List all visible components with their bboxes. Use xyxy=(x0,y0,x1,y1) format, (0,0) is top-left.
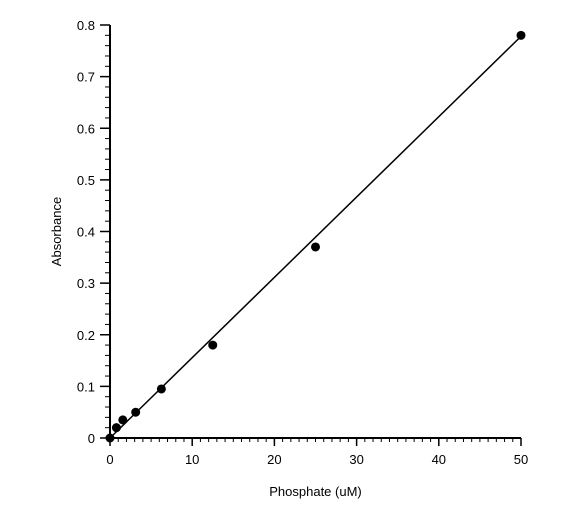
y-tick-label: 0.4 xyxy=(77,225,95,240)
x-tick-label: 40 xyxy=(432,452,446,467)
data-point xyxy=(105,433,115,443)
data-point xyxy=(311,242,320,252)
y-tick-label: 0 xyxy=(88,431,95,446)
data-point xyxy=(118,415,128,425)
fit-line xyxy=(109,35,522,439)
tick-labels: 0 10 20 30 40 50 0 0.1 0.2 0.3 0.4 0.5 0.6 0.7 0.8 xyxy=(77,18,528,467)
y-tick-label: 0.6 xyxy=(77,121,95,136)
data-point xyxy=(208,340,218,350)
x-tick-label: 30 xyxy=(349,452,363,467)
x-axis-title: Phosphate (uM) xyxy=(269,484,362,499)
axes xyxy=(109,25,521,439)
fit-line-group xyxy=(109,35,522,439)
data-point xyxy=(111,423,121,433)
y-tick-label: 0.7 xyxy=(77,70,95,85)
y-tick-label: 0.1 xyxy=(77,379,95,394)
y-tick-label: 0.2 xyxy=(77,328,95,343)
data-point xyxy=(131,407,141,417)
minor-ticks xyxy=(105,24,522,442)
x-tick-label: 10 xyxy=(185,452,199,467)
y-tick-label: 0.8 xyxy=(77,18,95,33)
x-tick-label: 0 xyxy=(106,452,113,467)
y-tick-label: 0.3 xyxy=(77,276,95,291)
x-tick-label: 20 xyxy=(267,452,281,467)
x-tick-label: 50 xyxy=(514,452,528,467)
data-point xyxy=(516,30,526,40)
data-points xyxy=(105,30,526,443)
major-ticks xyxy=(100,24,522,446)
y-tick-label: 0.5 xyxy=(77,173,95,188)
y-axis-title: Absorbance xyxy=(49,197,64,266)
data-point xyxy=(156,384,166,394)
